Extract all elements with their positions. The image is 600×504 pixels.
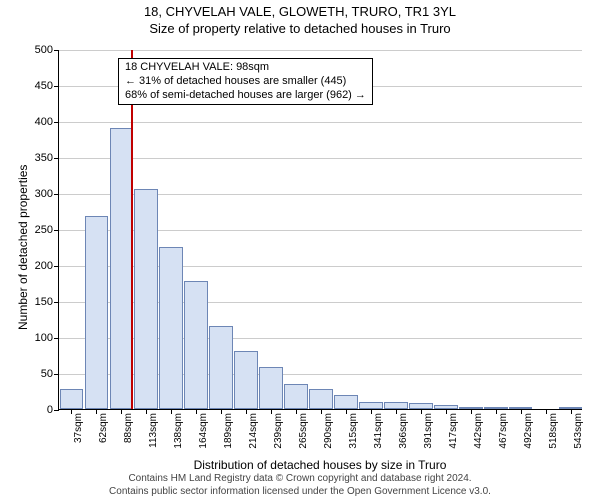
x-tick-label: 543sqm (573, 413, 584, 449)
x-tick-label: 239sqm (273, 413, 284, 449)
y-tick-mark (54, 122, 59, 123)
x-tick-mark (446, 409, 447, 414)
y-tick-mark (54, 374, 59, 375)
x-tick-label: 492sqm (523, 413, 534, 449)
x-tick-label: 467sqm (498, 413, 509, 449)
y-tick-mark (54, 338, 59, 339)
x-tick-label: 265sqm (298, 413, 309, 449)
histogram-bar (110, 128, 134, 409)
histogram-bar (334, 395, 358, 409)
y-tick-mark (54, 230, 59, 231)
histogram-bar (259, 367, 283, 409)
x-tick-label: 315sqm (348, 413, 359, 449)
infobox-line3: 68% of semi-detached houses are larger (… (125, 89, 366, 103)
histogram-bar (159, 247, 183, 409)
x-tick-mark (246, 409, 247, 414)
x-tick-mark (396, 409, 397, 414)
gridline (59, 158, 582, 159)
x-tick-mark (346, 409, 347, 414)
x-tick-label: 341sqm (373, 413, 384, 449)
x-tick-mark (571, 409, 572, 414)
footer-line1: Contains HM Land Registry data © Crown c… (0, 473, 600, 486)
histogram-chart: 05010015020025030035040045050037sqm62sqm… (58, 50, 582, 410)
x-tick-label: 290sqm (323, 413, 334, 449)
x-tick-label: 391sqm (423, 413, 434, 449)
x-tick-mark (521, 409, 522, 414)
gridline (59, 122, 582, 123)
x-tick-mark (296, 409, 297, 414)
x-tick-mark (421, 409, 422, 414)
x-tick-label: 113sqm (148, 413, 159, 448)
x-axis-label: Distribution of detached houses by size … (58, 458, 582, 472)
footer-line2: Contains public sector information licen… (0, 486, 600, 499)
histogram-bar (134, 189, 158, 409)
x-tick-label: 164sqm (198, 413, 209, 449)
x-tick-label: 37sqm (73, 413, 84, 443)
x-tick-label: 189sqm (223, 413, 234, 449)
y-tick-mark (54, 302, 59, 303)
histogram-bar (60, 389, 84, 409)
y-tick-mark (54, 50, 59, 51)
info-box: 18 CHYVELAH VALE: 98sqm ← 31% of detache… (118, 58, 373, 105)
x-tick-label: 366sqm (398, 413, 409, 449)
histogram-bar (359, 402, 383, 409)
histogram-bar (309, 389, 333, 409)
histogram-bar (184, 281, 208, 409)
y-tick-mark (54, 86, 59, 87)
x-tick-label: 518sqm (548, 413, 559, 449)
infobox-line2: ← 31% of detached houses are smaller (44… (125, 75, 366, 89)
x-tick-label: 88sqm (123, 413, 134, 443)
histogram-bar (85, 216, 109, 409)
x-tick-mark (371, 409, 372, 414)
x-tick-label: 442sqm (473, 413, 484, 449)
histogram-bar (209, 326, 233, 409)
histogram-bar (234, 351, 258, 409)
footer-attribution: Contains HM Land Registry data © Crown c… (0, 473, 600, 498)
x-tick-mark (271, 409, 272, 414)
x-tick-mark (546, 409, 547, 414)
y-tick-mark (54, 266, 59, 267)
x-tick-label: 138sqm (173, 413, 184, 449)
title-line1: 18, CHYVELAH VALE, GLOWETH, TRURO, TR1 3… (0, 4, 600, 19)
histogram-bar (384, 402, 408, 409)
y-tick-mark (54, 410, 59, 411)
histogram-bar (284, 384, 308, 409)
y-tick-mark (54, 158, 59, 159)
x-tick-mark (471, 409, 472, 414)
x-tick-mark (496, 409, 497, 414)
x-tick-label: 214sqm (248, 413, 259, 449)
x-tick-label: 62sqm (98, 413, 109, 443)
gridline (59, 50, 582, 51)
x-tick-label: 417sqm (448, 413, 459, 449)
title-line2: Size of property relative to detached ho… (0, 21, 600, 36)
y-tick-mark (54, 194, 59, 195)
infobox-line1: 18 CHYVELAH VALE: 98sqm (125, 61, 366, 75)
x-tick-mark (321, 409, 322, 414)
y-axis-label: Number of detached properties (16, 165, 30, 330)
